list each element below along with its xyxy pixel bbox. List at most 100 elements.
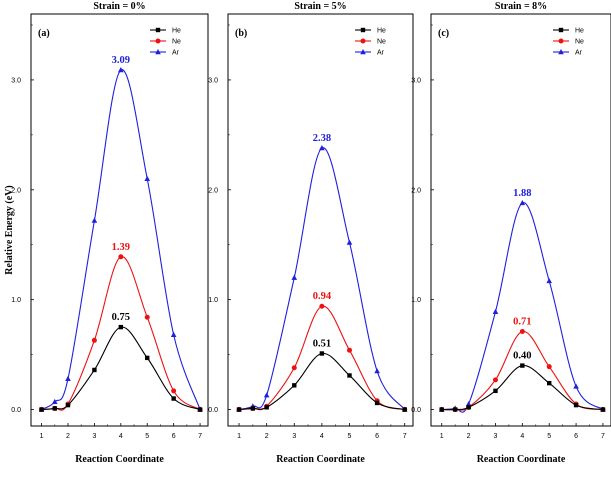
data-point <box>374 400 380 406</box>
data-point <box>466 405 471 410</box>
data-point <box>91 217 98 223</box>
data-point <box>39 407 44 412</box>
data-point <box>263 392 270 398</box>
data-point <box>519 199 526 206</box>
chart-panel-1: Strain = 0% (a) 1 2 3 4 5 6 7 0.0 1.0 2.0 3.0 Reactio… <box>11 1 209 465</box>
chart-title: Strain = 0% <box>93 1 145 12</box>
legend: He Ne Ar <box>150 28 181 57</box>
peak-label: 0.75 <box>112 312 130 323</box>
panel-label: (a) <box>38 28 50 39</box>
data-point <box>319 351 325 356</box>
y-tick-label: 2.0 <box>208 187 218 194</box>
legend-marker <box>558 38 564 44</box>
x-tick-label: 3 <box>92 433 96 440</box>
data-point <box>236 407 242 412</box>
data-point <box>250 406 256 411</box>
chart-panel-3: Strain = 8% (c) 1 2 3 4 5 6 7 0.0 1.0 2.0 3.0 Reactio… <box>411 1 611 465</box>
data-point <box>144 175 151 181</box>
legend-marker <box>558 27 564 33</box>
series-he: 0.40 <box>439 351 606 412</box>
data-point <box>573 402 579 408</box>
legend: He Ne Ar <box>355 28 386 57</box>
legend-marker <box>360 49 366 55</box>
legend-entry-ar: Ar <box>377 50 385 57</box>
legend: He Ne Ar <box>553 28 584 57</box>
legend-entry-ar: Ar <box>172 50 180 57</box>
data-point <box>292 383 297 388</box>
data-point <box>51 398 58 405</box>
peak-label: 0.94 <box>313 291 332 302</box>
y-tick-label: 1.0 <box>411 297 421 304</box>
data-point <box>171 388 177 394</box>
data-point <box>291 365 297 371</box>
y-tick-label: 0.0 <box>11 407 21 414</box>
series-line <box>41 256 201 411</box>
data-point <box>65 402 71 408</box>
data-point <box>91 337 97 343</box>
x-tick-label: 7 <box>403 433 407 440</box>
x-tick-label: 5 <box>348 433 352 440</box>
plot-frame <box>430 13 611 427</box>
x-tick-label: 2 <box>467 433 471 440</box>
chart-panel-2: Strain = 5% (b) 1 2 3 4 5 6 7 0.0 1.0 2.0 3.0 Reactio… <box>208 1 414 465</box>
data-point <box>171 396 176 401</box>
y-tick-label: 3.0 <box>411 77 421 84</box>
y-tick-label: 2.0 <box>411 187 421 194</box>
y-axis-label: Relative Energy (eV) <box>4 185 15 274</box>
data-point <box>264 405 269 410</box>
x-axis-label: Reaction Coordinate <box>477 454 566 465</box>
data-point <box>452 407 458 412</box>
data-point <box>197 407 203 412</box>
data-point <box>600 407 606 412</box>
legend-marker <box>155 49 161 55</box>
series-ar: 3.09 <box>38 55 203 412</box>
legend-marker <box>558 49 564 55</box>
series-line <box>238 147 406 411</box>
data-point <box>573 383 579 389</box>
panels: Strain = 0% (a) 1 2 3 4 5 6 7 0.0 1.0 2.0 3.0 Reactio… <box>11 1 611 465</box>
data-point <box>144 314 150 320</box>
data-point <box>346 239 353 245</box>
peak-label: 2.38 <box>313 133 331 144</box>
data-point <box>65 375 71 381</box>
x-tick-label: 2 <box>66 433 70 440</box>
series-he: 0.75 <box>39 312 203 412</box>
x-tick-label: 7 <box>601 433 605 440</box>
legend-entry-he: He <box>575 28 584 35</box>
y-tick-label: 3.0 <box>11 77 21 84</box>
panel-label: (c) <box>438 28 449 39</box>
legend-entry-ne: Ne <box>377 39 386 46</box>
x-tick-label: 4 <box>119 433 123 440</box>
data-point <box>319 303 325 309</box>
x-tick-label: 6 <box>574 433 578 440</box>
y-tick-label: 1.0 <box>11 297 21 304</box>
x-tick-label: 6 <box>375 433 379 440</box>
data-point <box>92 367 97 373</box>
peak-label: 0.71 <box>513 317 531 328</box>
data-point <box>291 274 298 280</box>
x-tick-label: 3 <box>292 433 296 440</box>
series-ar: 1.88 <box>438 188 606 413</box>
chart-title: Strain = 8% <box>495 1 547 12</box>
series-ar: 2.38 <box>236 133 408 412</box>
series-line <box>239 305 405 411</box>
data-point <box>546 277 553 284</box>
x-tick-label: 5 <box>145 433 149 440</box>
y-tick-label: 2.0 <box>11 187 21 194</box>
data-point <box>520 363 525 368</box>
data-point <box>439 407 444 412</box>
legend-entry-ar: Ar <box>575 50 583 57</box>
plot-frame <box>30 13 209 427</box>
data-point <box>118 67 124 73</box>
x-tick-label: 6 <box>172 433 176 440</box>
y-tick-label: 0.0 <box>411 407 421 414</box>
data-point <box>145 355 150 361</box>
data-point <box>118 324 124 330</box>
peak-label: 1.88 <box>513 188 531 199</box>
legend-marker <box>360 38 366 44</box>
series-he: 0.51 <box>236 338 407 412</box>
data-point <box>52 406 57 411</box>
x-tick-label: 4 <box>320 433 324 440</box>
data-point <box>465 401 472 407</box>
